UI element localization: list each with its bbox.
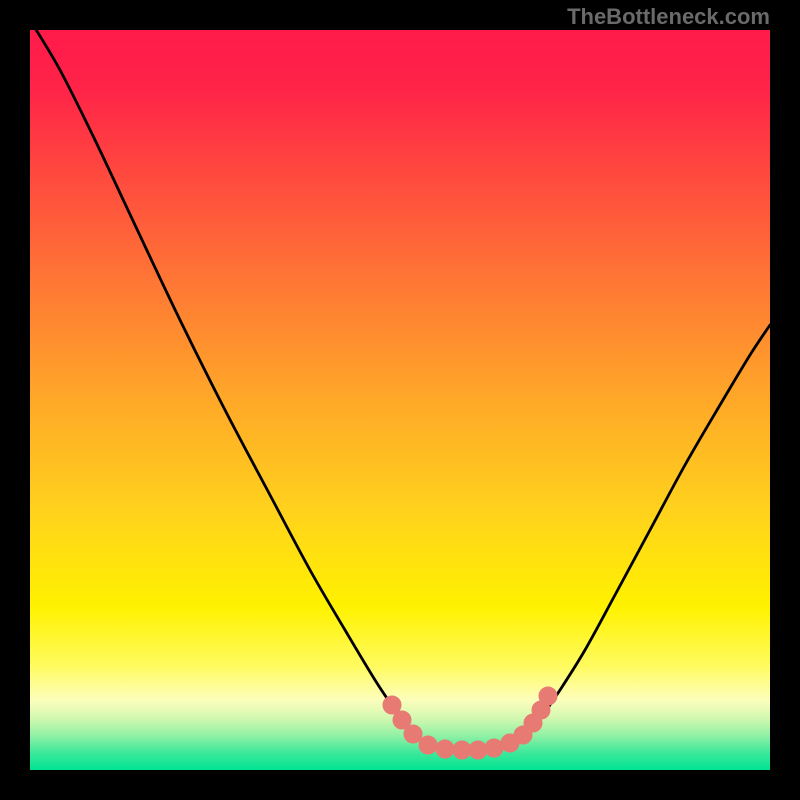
- curve-marker: [485, 739, 503, 757]
- curve-marker: [453, 741, 471, 759]
- curve-marker: [419, 736, 437, 754]
- watermark-text: TheBottleneck.com: [567, 4, 770, 30]
- curve-marker: [469, 741, 487, 759]
- plot-area: [30, 30, 770, 770]
- curve-marker: [436, 740, 454, 758]
- bottleneck-curve-layer: [30, 30, 770, 770]
- marker-group: [383, 687, 557, 759]
- curve-marker: [539, 687, 557, 705]
- chart-frame: TheBottleneck.com: [0, 0, 800, 800]
- curve-marker: [404, 725, 422, 743]
- bottleneck-curve: [30, 30, 770, 750]
